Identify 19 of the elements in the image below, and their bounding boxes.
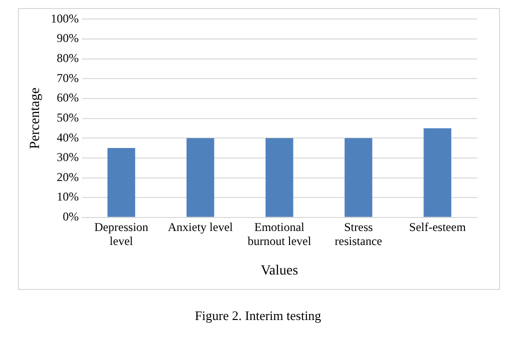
y-tick-label: 30%	[56, 150, 79, 164]
x-tick-label: Depression level	[94, 220, 148, 248]
y-tick-label: 60%	[56, 90, 79, 105]
x-tick-label: Anxiety level	[168, 220, 234, 234]
y-tick-label: 90%	[56, 31, 79, 46]
y-tick-label: 0%	[62, 210, 79, 224]
y-tick-label: 20%	[56, 170, 79, 184]
y-tick-label: 10%	[56, 190, 79, 204]
y-tick-label: 80%	[56, 50, 79, 65]
y-tick-label: 70%	[56, 70, 79, 85]
x-tick-label: Emotional burnout level	[248, 220, 312, 248]
caption: Figure 2. Interim testing	[194, 308, 322, 324]
y-axis-title: Percentage	[28, 88, 44, 150]
y-tick-label: 100%	[50, 11, 79, 26]
y-tick-label: 40%	[56, 130, 79, 144]
x-axis-title: Values	[260, 263, 298, 278]
x-tick-label: Stress resistance	[334, 220, 382, 248]
y-tick-label: 50%	[56, 110, 79, 124]
x-tick-label: Self-esteem	[409, 220, 466, 234]
